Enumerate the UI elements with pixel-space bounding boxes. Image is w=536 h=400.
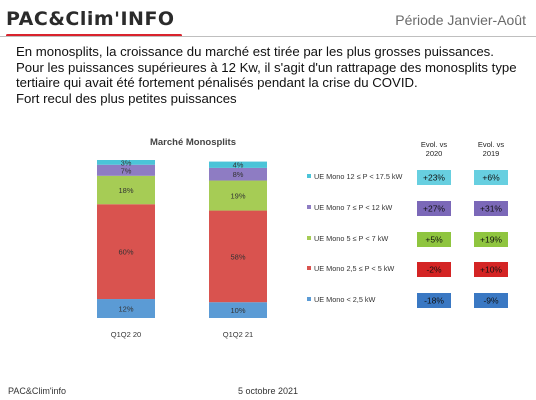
evol-box (474, 262, 508, 277)
legend-label: UE Mono 12 ≤ P < 17.5 kW (314, 172, 403, 181)
data-label: 4% (233, 161, 244, 170)
evol-value: +31% (480, 204, 502, 214)
bar-segment (97, 160, 155, 165)
legend-swatch (307, 174, 311, 178)
data-label: 60% (118, 248, 133, 257)
footer-date: 5 octobre 2021 (238, 386, 299, 396)
legend-label: UE Mono < 2,5 kW (314, 295, 376, 304)
legend-label: UE Mono 5 ≤ P < 7 kW (314, 234, 388, 243)
evol-box (417, 262, 451, 277)
evol-value: -2% (426, 265, 442, 275)
evol-value: +19% (480, 235, 502, 245)
evol-value: -9% (483, 296, 499, 306)
bar-segment (97, 204, 155, 300)
bar-segment (97, 164, 155, 176)
evol-value: -18% (424, 296, 444, 306)
evol-header: Evol. vs (478, 140, 505, 149)
evol-header-year: 2019 (483, 149, 500, 158)
evol-box (417, 293, 451, 308)
data-label: 58% (230, 252, 245, 261)
x-tick-label: Q1Q2 20 (111, 330, 141, 339)
evol-value: +23% (423, 173, 445, 183)
evol-box (474, 201, 508, 216)
bar-segment (209, 161, 267, 168)
evol-box (474, 232, 508, 247)
data-label: 3% (121, 158, 132, 167)
evol-box (474, 170, 508, 185)
chart-title: Marché Monosplits (150, 137, 236, 148)
data-label: 18% (118, 186, 133, 195)
data-label: 7% (121, 166, 132, 175)
data-label: 10% (230, 306, 245, 315)
monosplit-chart: Marché Monosplits 12% 60% 18% 7%3% Q1Q2 20 10%… (97, 137, 508, 339)
legend-swatch (307, 266, 311, 270)
data-label: 8% (233, 170, 244, 179)
intro-line-1: En monosplits, la croissance du marché e… (16, 44, 494, 59)
bar-segment (209, 302, 267, 318)
legend-swatch (307, 236, 311, 240)
evol-value: +6% (482, 173, 500, 183)
evol-box (417, 170, 451, 185)
intro-line-3: Fort recul des plus petites puissances (16, 90, 237, 106)
legend-swatch (307, 297, 311, 301)
footer-source: PAC&Clim'info (8, 386, 67, 396)
evol-value: +10% (480, 265, 502, 275)
evol-box (474, 293, 508, 308)
logo-underline (6, 34, 182, 37)
bar-segment (97, 175, 155, 205)
legend-label: UE Mono 7 ≤ P < 12 kW (314, 203, 392, 212)
bar-segment (209, 180, 267, 211)
evol-value: +5% (425, 235, 443, 245)
data-label: 19% (230, 192, 245, 201)
period-label: Période Janvier-Août (395, 12, 526, 28)
evol-header-year: 2020 (426, 149, 443, 158)
evol-value: +27% (423, 204, 445, 214)
data-label: 12% (118, 305, 133, 314)
bar-segment (209, 210, 267, 303)
legend-swatch (307, 205, 311, 209)
brand-logo: PAC&Clim'INFO (6, 8, 175, 30)
intro-text: En monosplits, la croissance du marché e… (16, 44, 521, 106)
bar-segment (209, 167, 267, 181)
evol-header: Evol. vs (421, 140, 448, 149)
evol-box (417, 201, 451, 216)
evol-box (417, 232, 451, 247)
legend-label: UE Mono 2,5 ≤ P < 5 kW (314, 264, 394, 273)
intro-line-2: Pour les puissances supérieures à 12 Kw,… (16, 59, 517, 91)
bar-segment (97, 299, 155, 318)
header-divider (0, 36, 536, 37)
x-tick-label: Q1Q2 21 (223, 330, 253, 339)
